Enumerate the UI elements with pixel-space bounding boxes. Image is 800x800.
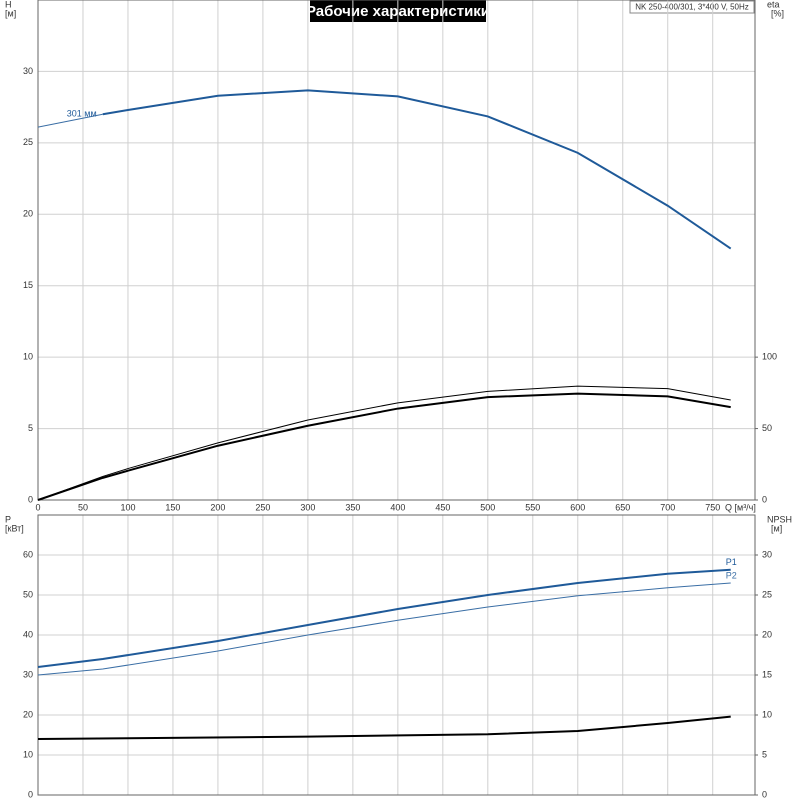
y-tick-label: 30 (23, 66, 33, 76)
subtitle-box (629, 0, 755, 14)
x-tick-label: 750 (705, 502, 720, 512)
y2-axis-unit: [%] (771, 8, 784, 18)
y-tick-label: 15 (23, 280, 33, 290)
curve (37, 715, 731, 740)
y-tick-label: 30 (23, 669, 33, 679)
y2-tick-label: 20 (762, 629, 772, 639)
x-axis-label: Q [м³/ч] (725, 502, 756, 512)
y-axis-unit: [кВт] (5, 523, 24, 533)
y-tick-label: 50 (23, 589, 33, 599)
y2-tick-label: 100 (762, 352, 777, 362)
y-tick-label: 20 (23, 709, 33, 719)
curve (37, 113, 103, 128)
y2-tick-label: 25 (762, 589, 772, 599)
y-tick-label: 40 (23, 629, 33, 639)
x-tick-label: 350 (345, 502, 360, 512)
plot-frame (37, 514, 756, 796)
x-tick-label: 450 (435, 502, 450, 512)
y-axis-unit: [м] (5, 8, 16, 18)
x-tick-label: 600 (570, 502, 585, 512)
y-tick-label: 10 (23, 749, 33, 759)
y-tick-label: 5 (28, 423, 33, 433)
plot-frame (37, 0, 756, 501)
x-tick-label: 250 (255, 502, 270, 512)
curve (37, 392, 731, 501)
y-tick-label: 20 (23, 209, 33, 219)
x-tick-label: 150 (165, 502, 180, 512)
y2-tick-label: 10 (762, 709, 772, 719)
series-label: P2 (726, 570, 737, 580)
x-tick-label: 700 (660, 502, 675, 512)
y-tick-label: 10 (23, 352, 33, 362)
x-tick-label: 550 (525, 502, 540, 512)
y2-tick-label: 50 (762, 423, 772, 433)
y2-tick-label: 15 (762, 669, 772, 679)
y-tick-label: 0 (28, 494, 33, 504)
y-tick-label: 25 (23, 137, 33, 147)
y-tick-label: 0 (28, 789, 33, 799)
y-axis-label: P (5, 514, 11, 524)
series-label: P1 (726, 557, 737, 567)
y2-axis-unit: [м] (771, 523, 782, 533)
x-tick-label: 0 (35, 502, 40, 512)
curve (37, 385, 731, 501)
x-tick-label: 500 (480, 502, 495, 512)
x-tick-label: 200 (210, 502, 225, 512)
x-tick-label: 650 (615, 502, 630, 512)
curve (102, 89, 732, 250)
curve (37, 582, 731, 676)
y2-tick-label: 0 (762, 494, 767, 504)
y-axis-label: H (5, 0, 12, 9)
x-tick-label: 300 (300, 502, 315, 512)
y2-tick-label: 30 (762, 549, 772, 559)
x-tick-label: 50 (78, 502, 88, 512)
x-tick-label: 100 (120, 502, 135, 512)
x-tick-label: 400 (390, 502, 405, 512)
curve (37, 568, 731, 668)
y2-axis-label: NPSH (767, 514, 792, 524)
y2-tick-label: 5 (762, 749, 767, 759)
series-label: 301 мм (67, 109, 97, 119)
y2-tick-label: 0 (762, 789, 767, 799)
y-tick-label: 60 (23, 549, 33, 559)
subtitle: NK 250-400/301, 3*400 V, 50Hz (635, 3, 749, 12)
y2-axis-label: eta (767, 0, 780, 9)
